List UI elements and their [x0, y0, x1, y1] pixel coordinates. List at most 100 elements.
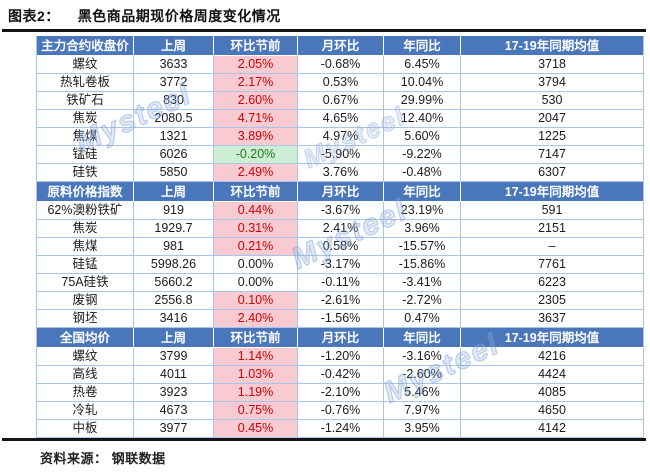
cell: 0.21%: [214, 238, 298, 256]
cell: 4216: [461, 348, 644, 366]
cell: 3794: [461, 74, 644, 92]
cell: 5.46%: [384, 384, 461, 402]
cell: 1.14%: [214, 348, 298, 366]
row-label: 冷轧: [37, 402, 134, 420]
cell: -0.76%: [298, 402, 384, 420]
column-header: 上周: [134, 36, 214, 56]
figure-label: 图表2：: [8, 8, 60, 24]
row-label: 热卷: [37, 384, 134, 402]
table-row: 铁矿石 830 2.60% 0.67% 29.99% 530: [37, 92, 644, 110]
cell: 0.58%: [298, 238, 384, 256]
cell: 1.19%: [214, 384, 298, 402]
cell: 4424: [461, 366, 644, 384]
row-label: 螺纹: [37, 348, 134, 366]
column-header: 年同比: [384, 36, 461, 56]
cell: 4650: [461, 402, 644, 420]
cell: 2080.5: [134, 110, 214, 128]
cell: 7.97%: [384, 402, 461, 420]
cell: 0.75%: [214, 402, 298, 420]
cell: 2556.8: [134, 292, 214, 310]
row-label: 焦煤: [37, 128, 134, 146]
row-label: 焦炭: [37, 220, 134, 238]
column-header: 月环比: [298, 328, 384, 348]
cell: -2.72%: [384, 292, 461, 310]
row-label: 铁矿石: [37, 92, 134, 110]
cell: 1929.7: [134, 220, 214, 238]
row-label: 中板: [37, 420, 134, 438]
top-rule: [2, 29, 646, 32]
cell: 5.60%: [384, 128, 461, 146]
cell: 2047: [461, 110, 644, 128]
column-header: 月环比: [298, 36, 384, 56]
cell: 4011: [134, 366, 214, 384]
table-row: 热卷 3923 1.19% -2.10% 5.46% 4085: [37, 384, 644, 402]
cell: 0.44%: [214, 202, 298, 220]
cell: 0.53%: [298, 74, 384, 92]
column-header: 17-19年同期均值: [461, 328, 644, 348]
column-header: 月环比: [298, 182, 384, 202]
cell: 5660.2: [134, 274, 214, 292]
row-label: 废钢: [37, 292, 134, 310]
cell: 3977: [134, 420, 214, 438]
column-header: 原料价格指数: [37, 182, 134, 202]
cell: 4.97%: [298, 128, 384, 146]
price-table: 主力合约收盘价 上周 环比节前 月环比 年同比 17-19年同期均值 螺纹 3633 2.05%…: [36, 36, 644, 438]
row-label: 焦煤: [37, 238, 134, 256]
table-row: 焦煤 1321 3.89% 4.97% 5.60% 1225: [37, 128, 644, 146]
cell: -0.20%: [214, 146, 298, 164]
row-label: 硅锰: [37, 256, 134, 274]
column-header: 上周: [134, 328, 214, 348]
cell: -9.22%: [384, 146, 461, 164]
table-row: 焦炭 1929.7 0.31% 2.41% 3.96% 2151: [37, 220, 644, 238]
cell: 3416: [134, 310, 214, 328]
cell: -15.86%: [384, 256, 461, 274]
cell: 5850: [134, 164, 214, 182]
section-header-row: 全国均价 上周 环比节前 月环比 年同比 17-19年同期均值: [37, 328, 644, 348]
cell: -3.67%: [298, 202, 384, 220]
source-label: 资料来源：: [40, 451, 108, 466]
table-row: 硅锰 5998.26 0.00% -3.17% -15.86% 7761: [37, 256, 644, 274]
cell: 23.19%: [384, 202, 461, 220]
row-label: 高线: [37, 366, 134, 384]
cell: 5998.26: [134, 256, 214, 274]
column-header: 环比节前: [214, 328, 298, 348]
cell: -0.11%: [298, 274, 384, 292]
cell: 4.71%: [214, 110, 298, 128]
cell: 0.47%: [384, 310, 461, 328]
row-label: 硅铁: [37, 164, 134, 182]
cell: -1.20%: [298, 348, 384, 366]
column-header: 上周: [134, 182, 214, 202]
cell: 2151: [461, 220, 644, 238]
table-row: 高线 4011 1.03% -0.42% -2.60% 4424: [37, 366, 644, 384]
cell: 10.04%: [384, 74, 461, 92]
cell: 29.99%: [384, 92, 461, 110]
cell: 3.89%: [214, 128, 298, 146]
cell: 7761: [461, 256, 644, 274]
column-header: 年同比: [384, 328, 461, 348]
cell: 981: [134, 238, 214, 256]
cell: 3.76%: [298, 164, 384, 182]
row-label: 锰硅: [37, 146, 134, 164]
section-header-row: 主力合约收盘价 上周 环比节前 月环比 年同比 17-19年同期均值: [37, 36, 644, 56]
table-row: 废钢 2556.8 0.10% -2.61% -2.72% 2305: [37, 292, 644, 310]
table-row: 螺纹 3799 1.14% -1.20% -3.16% 4216: [37, 348, 644, 366]
table-row: 62%澳粉铁矿 919 0.44% -3.67% 23.19% 591: [37, 202, 644, 220]
cell: 6.45%: [384, 56, 461, 74]
cell: -2.60%: [384, 366, 461, 384]
table-row: 热轧卷板 3772 2.17% 0.53% 10.04% 3794: [37, 74, 644, 92]
cell: -0.48%: [384, 164, 461, 182]
cell: 2.17%: [214, 74, 298, 92]
table-row: 中板 3977 0.45% -1.24% 3.95% 4142: [37, 420, 644, 438]
row-label: 螺纹: [37, 56, 134, 74]
cell: -1.24%: [298, 420, 384, 438]
cell: 4085: [461, 384, 644, 402]
cell: 2.40%: [214, 310, 298, 328]
row-label: 75A硅铁: [37, 274, 134, 292]
column-header: 17-19年同期均值: [461, 36, 644, 56]
cell: 3923: [134, 384, 214, 402]
cell: 2.60%: [214, 92, 298, 110]
cell: -5.90%: [298, 146, 384, 164]
cell: 0.45%: [214, 420, 298, 438]
table-row: 锰硅 6026 -0.20% -5.90% -9.22% 7147: [37, 146, 644, 164]
table-row: 焦煤 981 0.21% 0.58% -15.57% –: [37, 238, 644, 256]
